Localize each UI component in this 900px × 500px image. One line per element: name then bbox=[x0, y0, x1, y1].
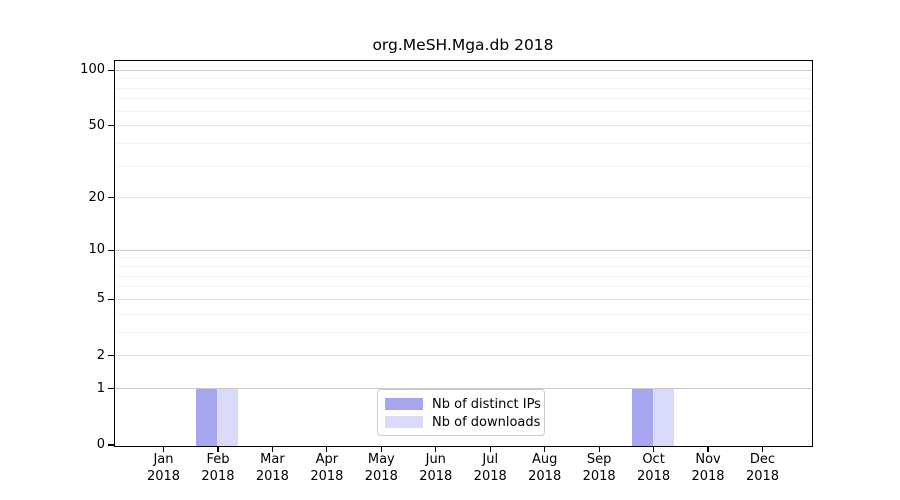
minor-gridline bbox=[114, 165, 812, 167]
x-tick-mark bbox=[544, 446, 546, 452]
minor-gridline bbox=[114, 313, 812, 315]
x-axis-tick-label: Jul 2018 bbox=[473, 452, 507, 484]
legend-swatch-distinct-ips bbox=[385, 398, 423, 410]
y-axis-tick-label: 0 bbox=[96, 437, 105, 452]
bar-distinct-ips bbox=[196, 389, 218, 446]
legend-swatch-downloads bbox=[385, 416, 423, 428]
major-gridline bbox=[114, 249, 812, 251]
minor-gridline bbox=[114, 257, 812, 259]
minor-gridline bbox=[114, 87, 812, 89]
major-gridline bbox=[114, 69, 812, 71]
y-tick-mark bbox=[108, 388, 114, 390]
y-tick-mark bbox=[108, 298, 114, 301]
x-tick-mark bbox=[598, 446, 600, 452]
y-axis-tick-label: 100 bbox=[80, 62, 105, 78]
major-gridline bbox=[114, 355, 812, 357]
legend-label: Nb of distinct IPs bbox=[432, 396, 541, 412]
x-axis-tick-label: Oct 2018 bbox=[637, 452, 671, 484]
chart-title: org.MeSH.Mga.db 2018 bbox=[372, 36, 554, 54]
x-tick-mark bbox=[271, 446, 273, 452]
y-axis-tick-label: 50 bbox=[88, 117, 105, 133]
bar-distinct-ips bbox=[632, 389, 654, 446]
x-axis-tick-label: Mar 2018 bbox=[255, 452, 289, 484]
y-tick-mark bbox=[108, 69, 114, 71]
minor-gridline bbox=[114, 286, 812, 288]
bar-downloads bbox=[217, 389, 239, 446]
y-axis-tick-label: 20 bbox=[88, 189, 105, 205]
x-tick-mark bbox=[652, 446, 655, 452]
y-axis-tick-label: 2 bbox=[96, 347, 105, 363]
y-axis-tick-label: 5 bbox=[96, 291, 105, 307]
plot-area bbox=[113, 59, 813, 447]
x-axis-tick-label: Feb 2018 bbox=[201, 452, 235, 484]
major-gridline bbox=[114, 298, 812, 300]
major-gridline bbox=[114, 388, 812, 390]
x-tick-mark bbox=[326, 446, 328, 452]
minor-gridline bbox=[114, 78, 812, 80]
minor-gridline bbox=[114, 331, 812, 333]
x-axis-tick-label: Apr 2018 bbox=[310, 452, 344, 484]
x-tick-mark bbox=[217, 446, 219, 452]
minor-gridline bbox=[114, 110, 812, 112]
y-axis-tick-label: 1 bbox=[96, 380, 105, 396]
x-axis-tick-label: Nov 2018 bbox=[691, 452, 725, 484]
legend-label: Nb of downloads bbox=[432, 414, 541, 430]
x-axis-tick-label: Aug 2018 bbox=[528, 452, 562, 484]
minor-gridline bbox=[114, 275, 812, 277]
legend-item: Nb of distinct IPs bbox=[385, 396, 541, 412]
x-tick-mark bbox=[435, 446, 437, 452]
y-tick-mark bbox=[108, 125, 114, 127]
x-axis-tick-label: Jan 2018 bbox=[146, 452, 181, 484]
y-tick-mark bbox=[108, 197, 114, 199]
y-tick-mark bbox=[108, 355, 114, 357]
minor-gridline bbox=[114, 266, 812, 268]
y-axis-tick-label: 10 bbox=[88, 242, 105, 258]
x-axis-tick-label: Sep 2018 bbox=[582, 452, 616, 484]
x-tick-mark bbox=[707, 446, 709, 452]
minor-gridline bbox=[114, 98, 812, 100]
x-axis-tick-label: May 2018 bbox=[364, 452, 398, 484]
x-tick-mark bbox=[162, 446, 165, 452]
major-gridline bbox=[114, 197, 812, 199]
y-tick-mark bbox=[108, 444, 114, 446]
major-gridline bbox=[114, 125, 812, 127]
x-tick-mark bbox=[489, 446, 491, 452]
x-tick-mark bbox=[761, 446, 764, 452]
x-axis-tick-label: Jun 2018 bbox=[419, 452, 453, 484]
x-tick-mark bbox=[380, 446, 382, 452]
y-tick-mark bbox=[108, 249, 114, 251]
x-axis-tick-label: Dec 2018 bbox=[745, 452, 780, 484]
legend: Nb of distinct IPs Nb of downloads bbox=[377, 389, 545, 436]
legend-item: Nb of downloads bbox=[385, 414, 540, 430]
minor-gridline bbox=[114, 142, 812, 144]
bar-downloads bbox=[653, 389, 675, 446]
